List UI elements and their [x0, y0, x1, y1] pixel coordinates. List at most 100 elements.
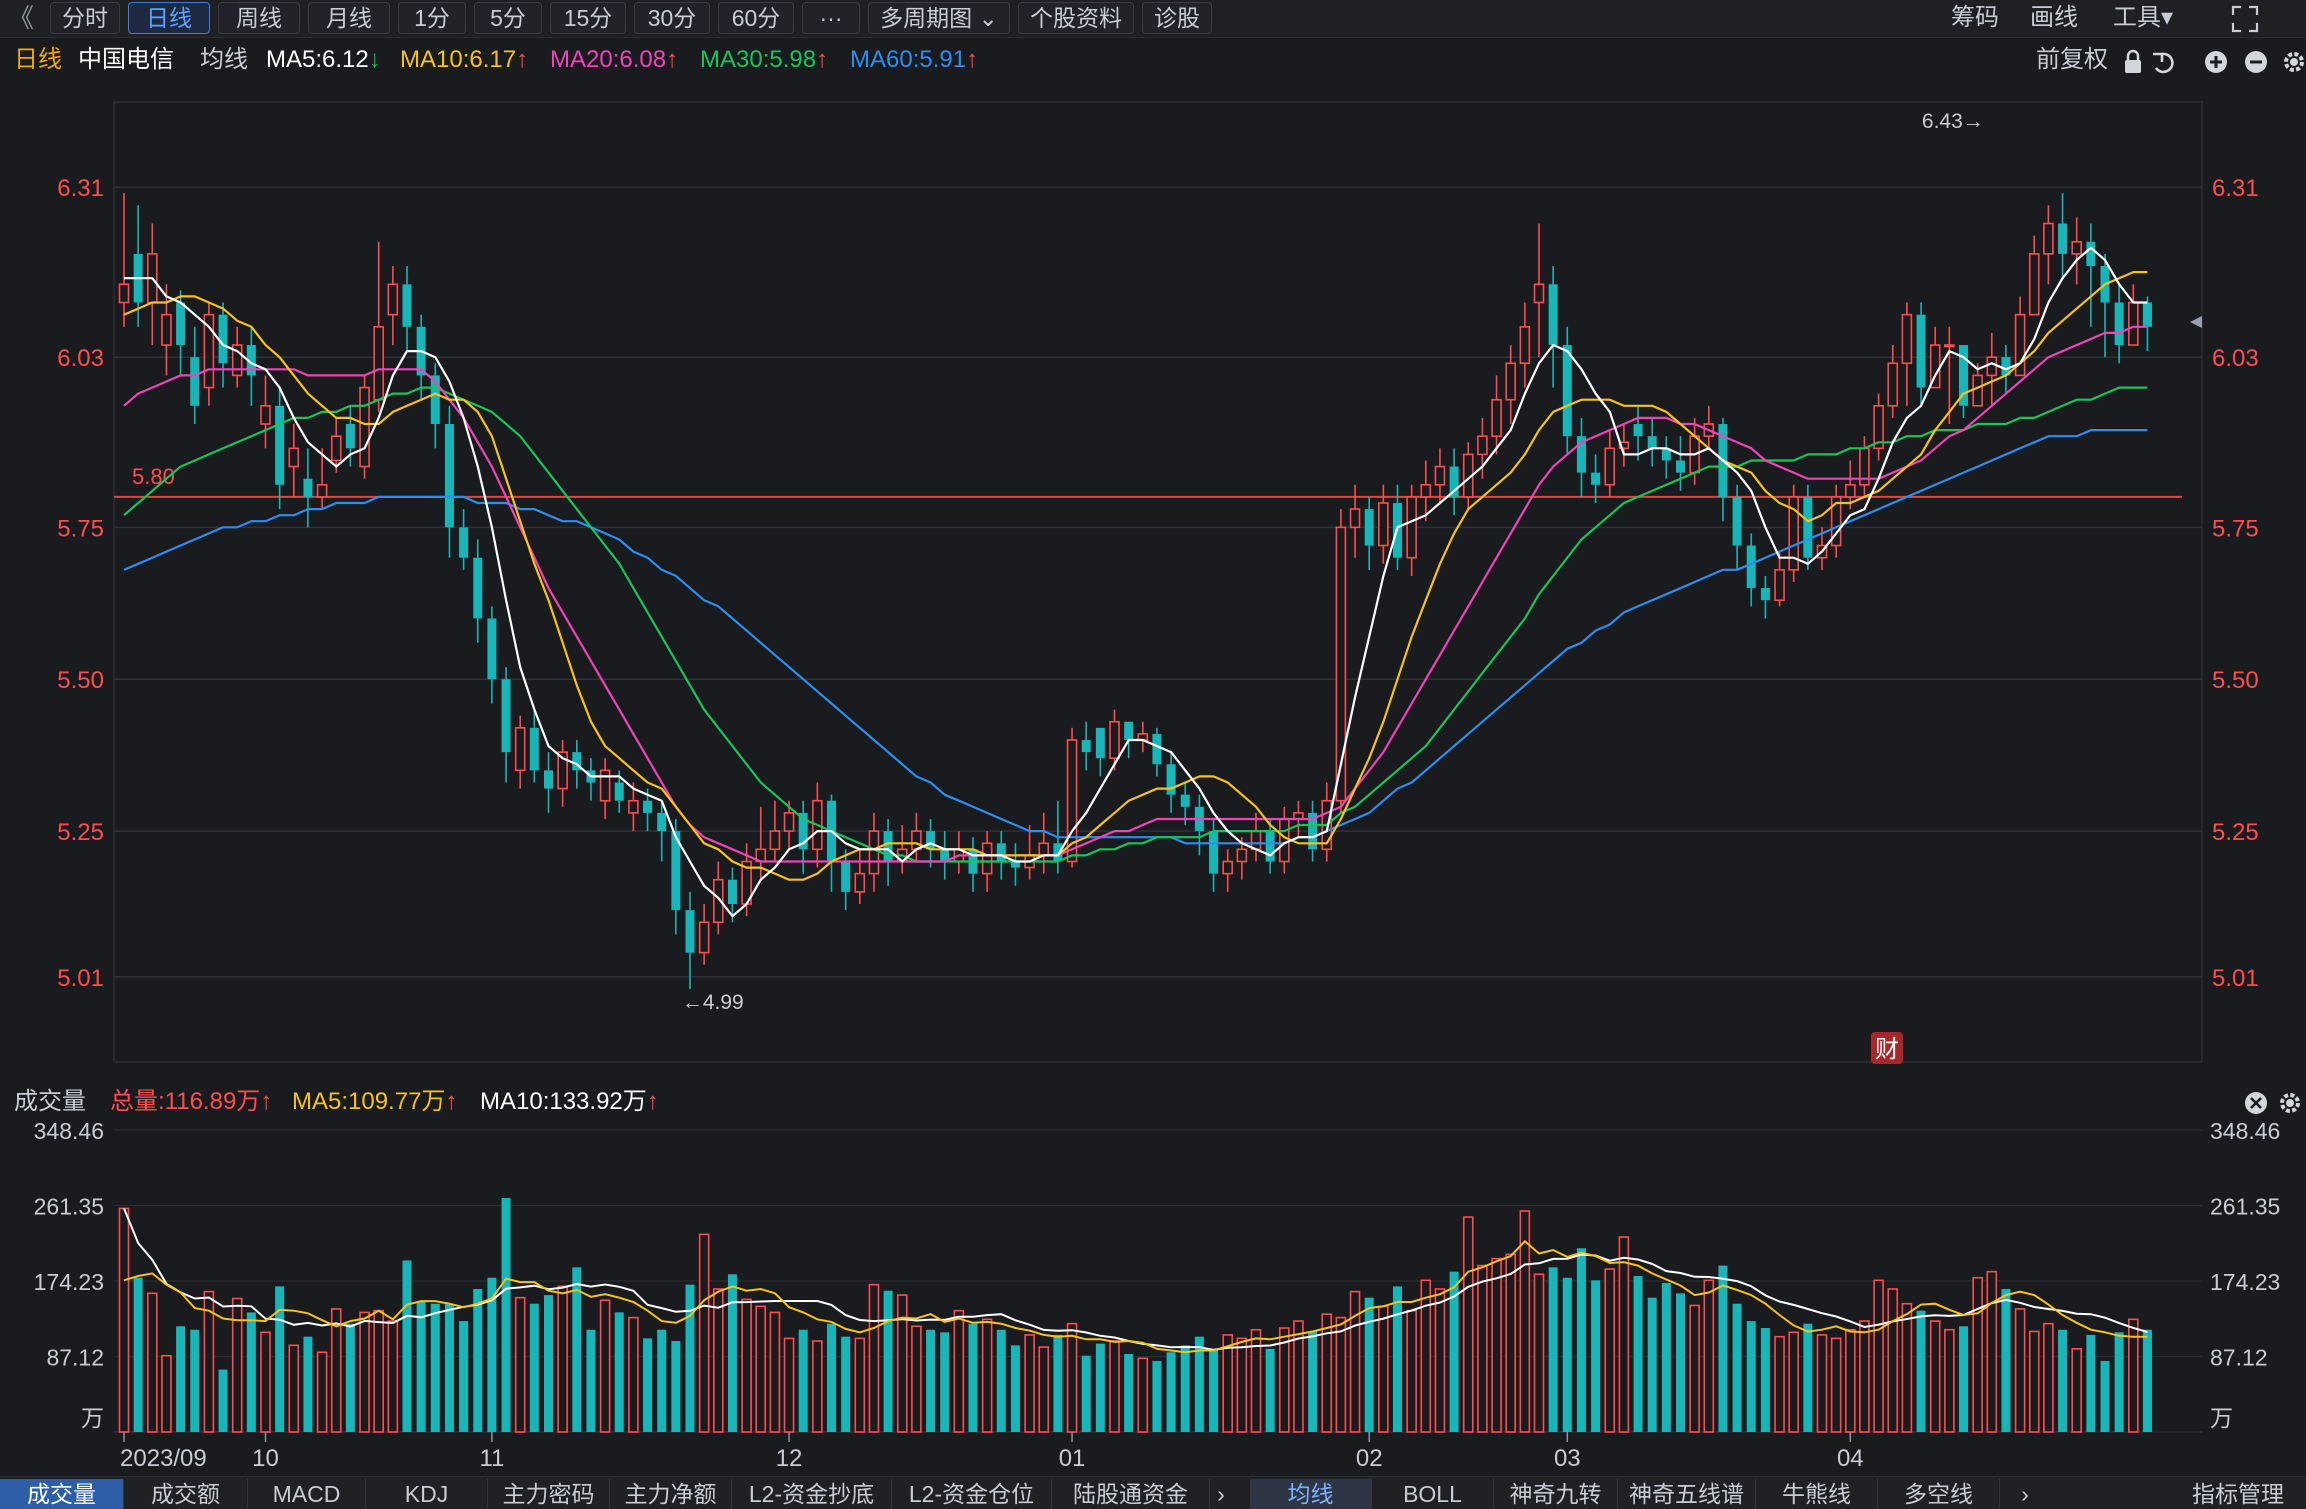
period-tab-3[interactable]: 月线 [308, 2, 390, 34]
indicator-tab-0[interactable]: 成交量 [0, 1479, 124, 1509]
indicator-tab-5[interactable]: 主力净额 [610, 1479, 732, 1509]
candle-body [1591, 472, 1601, 485]
candle-body [1803, 496, 1813, 558]
volume-bar [1024, 1334, 1035, 1433]
tabs-more-left-icon[interactable]: › [1217, 1481, 1225, 1507]
candle [1209, 818, 1219, 892]
zoom-in-icon[interactable] [2205, 51, 2227, 73]
period-tab-8[interactable]: 60分 [718, 2, 794, 34]
volume-bar [783, 1337, 795, 1433]
indicator-manage-button[interactable]: 指标管理 [2192, 1481, 2284, 1507]
finance-badge[interactable]: 财 [1871, 1032, 1903, 1064]
price-markers: 6.43→ ←4.99 [682, 110, 1984, 1014]
indicator-tab-6[interactable]: L2-资金抄底 [732, 1479, 892, 1509]
stock-name[interactable]: 中国电信 [78, 46, 174, 73]
tabs-more-right-icon[interactable]: › [2021, 1481, 2029, 1507]
indicator-tab-1[interactable]: 成交额 [124, 1479, 248, 1509]
volume-bar [698, 1233, 710, 1433]
date-tick-label: 02 [1356, 1445, 1383, 1472]
collapse-left-icon[interactable]: 《 [8, 3, 35, 33]
adjust-mode-button[interactable]: 前复权 [2036, 46, 2108, 73]
period-tab-9[interactable]: ··· [802, 2, 860, 34]
volume-bar [118, 1207, 130, 1433]
volume-bar [1335, 1316, 1347, 1433]
moving-average-lines [123, 246, 2148, 918]
finance-badge-label: 财 [1875, 1035, 1899, 1063]
period-tab-6[interactable]: 15分 [550, 2, 626, 34]
volume-unit-left: 万 [81, 1406, 104, 1432]
volume-tick-left: 348.46 [34, 1118, 104, 1144]
overlay-tab-2[interactable]: 神奇九转 [1494, 1479, 1618, 1509]
candlestick-chart[interactable]: 6.31 6.03 5.75 5.50 5.25 5.01 6.31 6.03 5.75 5.5… [0, 0, 2306, 1084]
candle [1434, 448, 1446, 504]
indicator-tab-3[interactable]: KDJ [366, 1479, 488, 1509]
period-tab-5[interactable]: 5分 [474, 2, 542, 34]
close-icon[interactable] [2245, 1092, 2267, 1114]
candle-body [316, 483, 328, 498]
volume-bar [2014, 1308, 2026, 1433]
volume-title[interactable]: 成交量 [14, 1088, 86, 1115]
candle [246, 326, 256, 406]
avg-line-label[interactable]: 均线 [200, 46, 248, 73]
indicator-tab-7[interactable]: L2-资金仓位 [892, 1479, 1052, 1509]
volume-bar [1236, 1337, 1248, 1433]
volume-gear-icon[interactable] [2280, 1093, 2300, 1113]
volume-ma5-line [123, 1239, 2148, 1354]
volume-bar [246, 1312, 256, 1432]
candle [712, 861, 724, 935]
candle-body [359, 386, 370, 468]
volume-chart[interactable]: 348.46 348.46 261.35 261.35 174.23 174.23 87.1… [0, 0, 2306, 1476]
candle-body [712, 878, 724, 924]
indicator-tab-2[interactable]: MACD [248, 1479, 366, 1509]
candle-body [203, 313, 215, 389]
plot-frame [113, 101, 2203, 1063]
volume-bars [118, 1198, 2152, 1433]
undo-icon[interactable] [2153, 52, 2174, 74]
volume-bar [1959, 1326, 1968, 1432]
overlay-tab-1[interactable]: BOLL [1372, 1479, 1494, 1509]
candle-body [671, 831, 681, 911]
expand-icon[interactable] [2230, 4, 2260, 34]
overlay-tab-3[interactable]: 神奇五线谱 [1618, 1479, 1756, 1509]
candle [1746, 533, 1756, 607]
volume-bar [1505, 1253, 1516, 1433]
candle-body [1576, 436, 1586, 473]
lock-icon[interactable] [2125, 49, 2141, 73]
period-tab-7[interactable]: 30分 [634, 2, 710, 34]
volume-bar [1124, 1354, 1134, 1432]
period-tab-11[interactable]: 个股资料 [1018, 2, 1134, 34]
tools-menu-button[interactable]: 工具▾ [2113, 4, 2174, 31]
volume-bar [2001, 1289, 2011, 1432]
candle [1491, 375, 1502, 455]
volume-bar [2114, 1332, 2124, 1432]
volume-bar [147, 1292, 158, 1433]
candle-body [2142, 302, 2152, 327]
zoom-out-icon[interactable] [2245, 51, 2267, 73]
indicator-tab-4[interactable]: 主力密码 [488, 1479, 610, 1509]
volume-bar [260, 1331, 271, 1433]
draw-line-button[interactable]: 画线 [2030, 4, 2078, 31]
period-tab-4[interactable]: 1分 [398, 2, 466, 34]
candle [231, 326, 243, 388]
overlay-tab-4[interactable]: 牛熊线 [1756, 1479, 1878, 1509]
chips-button[interactable]: 筹码 [1951, 4, 1999, 31]
indicator-tab-8[interactable]: 陆股通资金 [1052, 1479, 1210, 1509]
candle [1548, 266, 1558, 388]
volume-bar [1038, 1346, 1050, 1433]
period-tab-1[interactable]: 日线 [128, 2, 210, 34]
candle [2043, 205, 2054, 285]
period-tab-0[interactable]: 分时 [50, 2, 120, 34]
volume-bar [529, 1303, 539, 1432]
volume-bar [741, 1298, 752, 1433]
ma-legend-item-4: MA60:5.91↑ [850, 46, 979, 73]
gear-icon[interactable] [2284, 52, 2304, 72]
period-tab-10[interactable]: 多周期图 ⌄ [868, 2, 1010, 34]
candle-body [1477, 435, 1488, 456]
candle [2014, 296, 2026, 377]
overlay-tab-0[interactable]: 均线 [1250, 1479, 1372, 1509]
overlay-tab-5[interactable]: 多空线 [1878, 1479, 2000, 1509]
date-tick-label: 11 [479, 1445, 504, 1472]
period-tab-12[interactable]: 诊股 [1142, 2, 1212, 34]
period-tab-2[interactable]: 周线 [218, 2, 300, 34]
candle [288, 424, 300, 497]
